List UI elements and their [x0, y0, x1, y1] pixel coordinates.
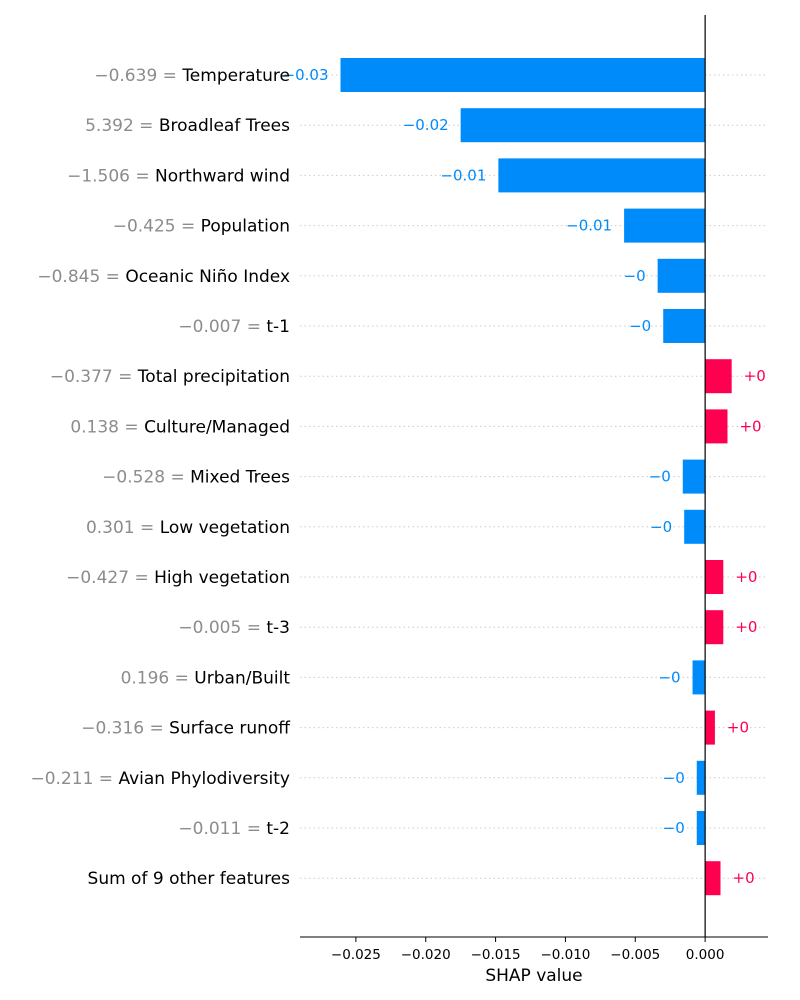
feature-label: −0.528 = Mixed Trees [102, 468, 290, 488]
shap-bar [705, 610, 724, 645]
feature-label: −0.639 = Temperature [94, 66, 290, 86]
bar-value-label: −0 [624, 267, 646, 285]
bar-value-label: +0 [735, 568, 757, 586]
bar-value-label: +0 [733, 869, 755, 887]
feature-label: 5.392 = Broadleaf Trees [85, 116, 290, 136]
bar-value-label: −0 [649, 468, 671, 486]
shap-bar [340, 58, 706, 92]
feature-value: −0.011 = [178, 819, 266, 839]
bar-value-label: −0 [658, 668, 680, 686]
shap-bar [705, 710, 715, 745]
x-tick-label: −0.025 [331, 947, 381, 963]
bar-value-label: −0 [663, 819, 685, 837]
shap-bar [498, 158, 706, 193]
feature-value: −0.845 = [37, 267, 125, 287]
bar-value-label: +0 [739, 417, 761, 435]
x-tick-label: 0.000 [686, 947, 725, 963]
feature-name: Avian Phylodiversity [118, 769, 290, 789]
x-tick-layer: −0.025 −0.020 −0.015 −0.010 −0.005 0.000 [331, 937, 725, 963]
feature-value: −0.377 = [50, 367, 138, 387]
bar-value-label: −0.02 [403, 116, 449, 134]
feature-value: 0.196 = [121, 668, 195, 688]
shap-bar [682, 459, 706, 494]
feature-value: −0.427 = [66, 568, 154, 588]
feature-value: −1.506 = [67, 166, 155, 186]
feature-name: Temperature [181, 66, 290, 86]
feature-value: −0.007 = [178, 317, 266, 337]
shap-bar [705, 409, 728, 444]
feature-name: Oceanic Niño Index [125, 267, 290, 287]
shap-bar [692, 660, 706, 695]
feature-label: −0.425 = Population [113, 217, 290, 237]
bar-value-label: −0 [650, 518, 672, 536]
feature-name: t-1 [266, 317, 290, 337]
feature-label: −0.005 = t-3 [178, 618, 290, 638]
feature-name: Surface runoff [169, 719, 291, 739]
feature-value: 0.301 = [86, 518, 160, 538]
feature-label: −0.316 = Surface runoff [81, 719, 291, 739]
x-axis: −0.025 −0.020 −0.015 −0.010 −0.005 0.000 SHAP… [300, 936, 768, 986]
feature-name: t-2 [266, 819, 290, 839]
shap-bar [460, 108, 706, 143]
feature-label: 0.301 = Low vegetation [86, 518, 290, 538]
feature-label: −0.845 = Oceanic Niño Index [37, 267, 290, 287]
bar-value-label: −0 [663, 769, 685, 787]
x-tick-label: −0.020 [401, 947, 451, 963]
shap-bar [663, 309, 706, 343]
x-tick-label: −0.005 [610, 947, 660, 963]
feature-value: −0.639 = [94, 66, 182, 86]
feature-name: Urban/Built [194, 668, 290, 688]
bar-value-label: +0 [727, 719, 749, 737]
feature-label: −0.011 = t-2 [178, 819, 290, 839]
feature-value: 0.138 = [70, 417, 144, 437]
feature-value: −0.316 = [81, 719, 169, 739]
shap-bar [696, 760, 706, 795]
feature-name: Total precipitation [137, 367, 290, 387]
x-tick-label: −0.015 [471, 947, 521, 963]
feature-name: High vegetation [154, 568, 290, 588]
feature-name: Northward wind [155, 166, 290, 186]
feature-label: 0.196 = Urban/Built [121, 668, 291, 688]
feature-label: −1.506 = Northward wind [67, 166, 290, 186]
bar-layer [340, 58, 732, 896]
feature-value: 5.392 = [85, 116, 159, 136]
shap-bar [657, 258, 706, 293]
bar-value-label: +0 [735, 618, 757, 636]
feature-name: Sum of 9 other features [88, 869, 291, 889]
feature-value: −0.005 = [178, 618, 266, 638]
feature-label: 0.138 = Culture/Managed [70, 417, 290, 437]
shap-bar [705, 861, 721, 896]
feature-value: −0.528 = [102, 468, 190, 488]
shap-bar [705, 359, 732, 394]
feature-label: −0.377 = Total precipitation [50, 367, 290, 387]
bar-value-label: +0 [744, 367, 766, 385]
feature-value: −0.425 = [113, 217, 201, 237]
feature-name: Culture/Managed [144, 417, 290, 437]
bar-value-label: −0.03 [283, 66, 329, 84]
x-axis-title: SHAP value [485, 966, 582, 986]
feature-label: Sum of 9 other features [88, 869, 291, 889]
feature-name: Broadleaf Trees [159, 116, 290, 136]
shap-bar [684, 509, 706, 544]
feature-name: Low vegetation [160, 518, 290, 538]
feature-label: −0.211 = Avian Phylodiversity [30, 769, 290, 789]
bar-value-label: −0 [629, 317, 651, 335]
feature-name: Mixed Trees [190, 468, 290, 488]
feature-value: −0.211 = [30, 769, 118, 789]
shap-bar [624, 208, 706, 243]
feature-label: −0.427 = High vegetation [66, 568, 290, 588]
shap-bar [705, 560, 724, 594]
feature-label: −0.007 = t-1 [178, 317, 290, 337]
feature-name: Population [201, 217, 290, 237]
shap-bar [696, 811, 706, 845]
feature-name: t-3 [266, 618, 290, 638]
x-tick-label: −0.010 [540, 947, 590, 963]
bar-value-label: −0.01 [440, 166, 486, 184]
feature-label-layer: −0.03−0.639 = Temperature−0.025.392 = Br… [30, 66, 765, 889]
bar-value-label: −0.01 [566, 217, 612, 235]
